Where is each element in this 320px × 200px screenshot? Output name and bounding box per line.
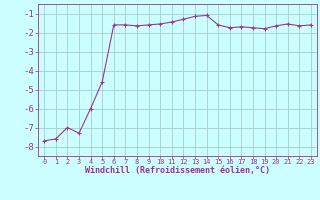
X-axis label: Windchill (Refroidissement éolien,°C): Windchill (Refroidissement éolien,°C) <box>85 166 270 175</box>
